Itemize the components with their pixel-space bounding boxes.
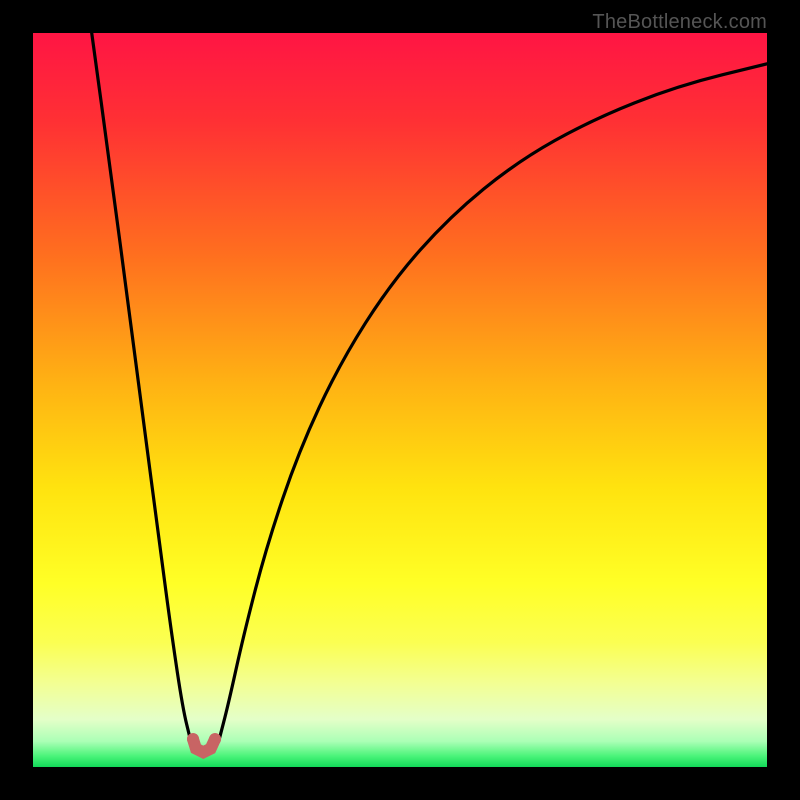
- plot-area: TheBottleneck.com: [33, 33, 767, 767]
- watermark-text: TheBottleneck.com: [592, 11, 767, 34]
- marker-cap-right: [209, 733, 221, 745]
- chart-container: TheBottleneck.com: [0, 0, 800, 800]
- curve-layer: [33, 33, 767, 767]
- bottleneck-curve: [92, 33, 767, 741]
- marker-cap-left: [187, 733, 199, 745]
